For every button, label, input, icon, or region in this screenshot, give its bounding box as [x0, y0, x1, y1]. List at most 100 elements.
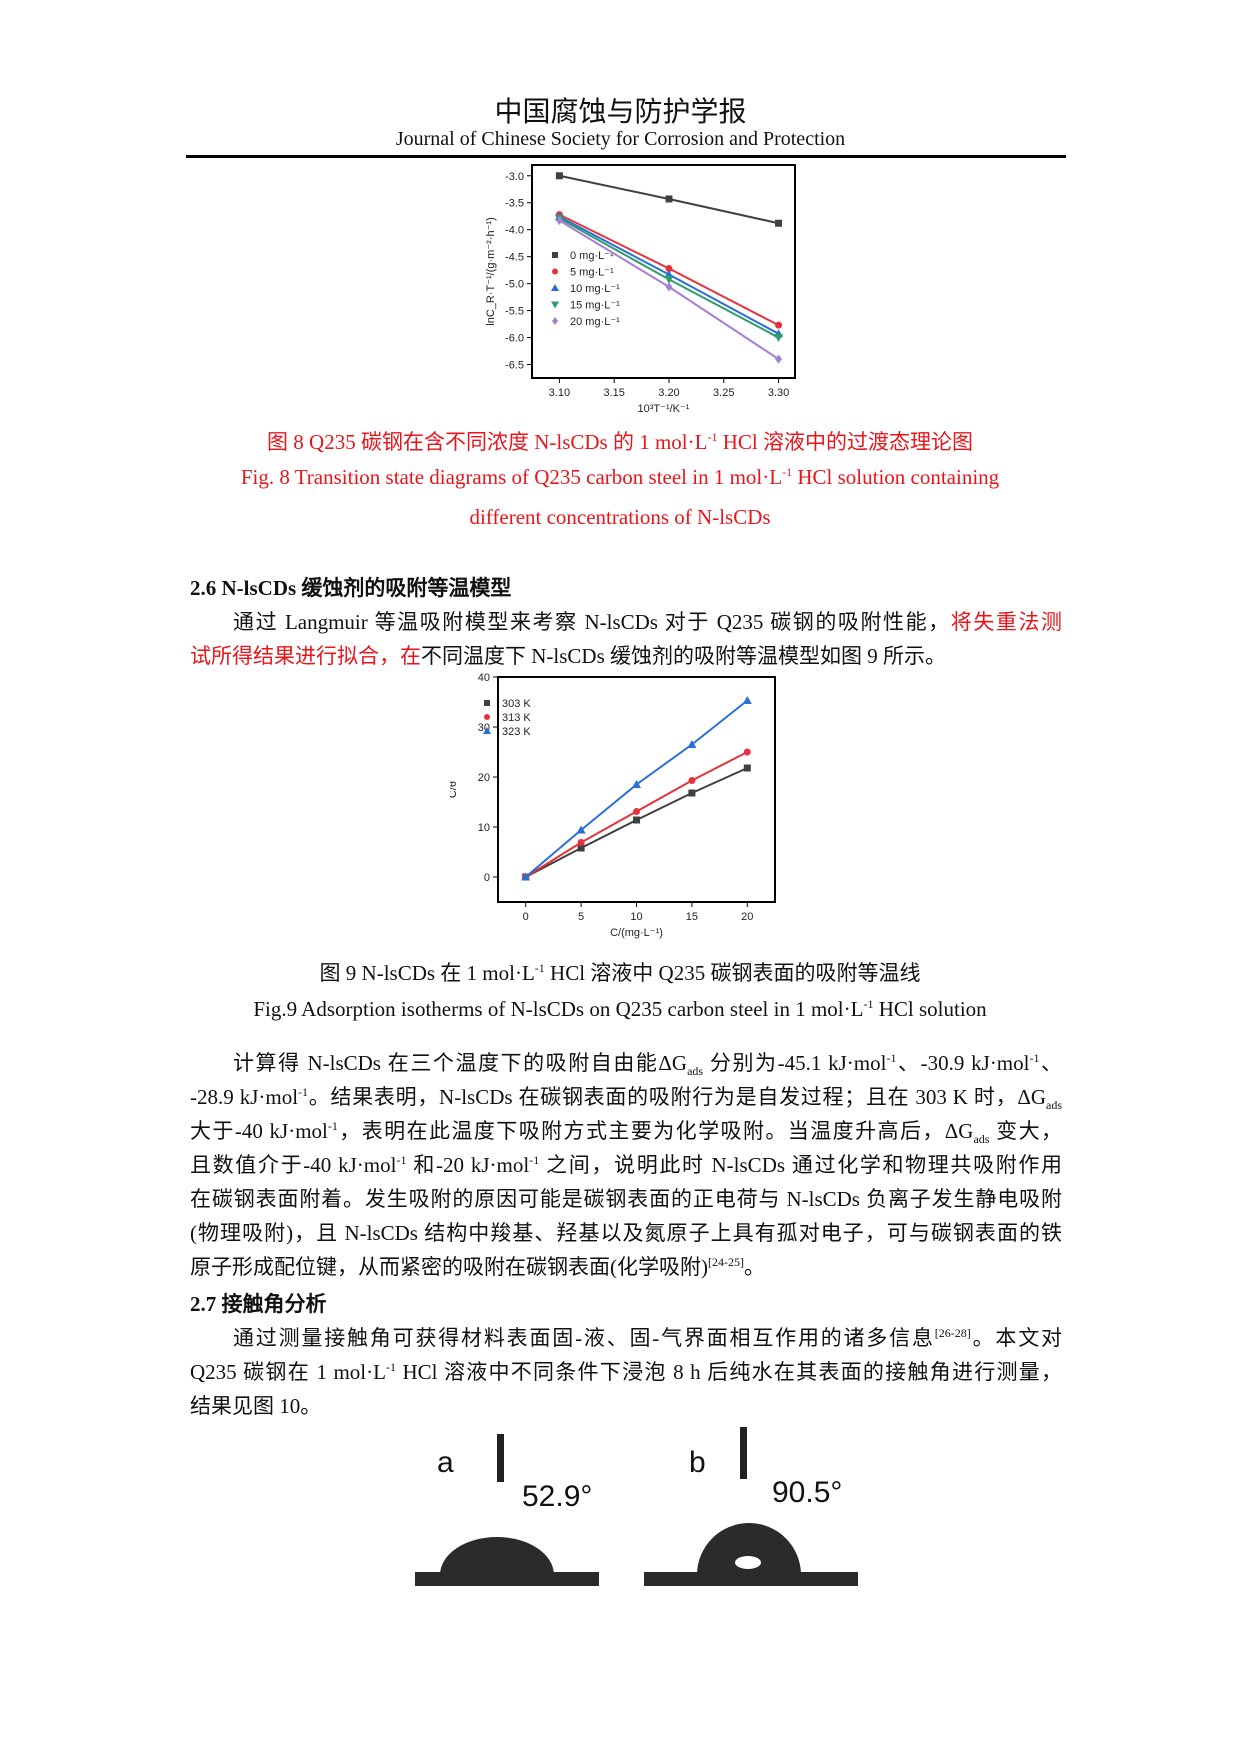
text-run: 图 8 Q235 碳钢在含不同浓度 N-lsCDs 的 1 mol·L: [267, 430, 708, 454]
text-run: ads: [687, 1064, 704, 1079]
needle-a: [497, 1434, 504, 1482]
paragraph-line: 且数值介于-40 kJ·mol-1 和-20 kJ·mol-1 之间，说明此时 …: [190, 1149, 1062, 1179]
panel-label-a: a: [437, 1446, 454, 1479]
y-tick-label: -3.0: [505, 171, 524, 183]
fig8-caption-en-2: different concentrations of N-lsCDs: [150, 505, 1090, 530]
text-run: Fig.9 Adsorption isotherms of N-lsCDs on…: [253, 997, 864, 1021]
paragraph-line: 原子形成配位键，从而紧密的吸附在碳钢表面(化学吸附)[24-25]。: [190, 1251, 1062, 1281]
y-tick-label: -4.0: [505, 225, 524, 237]
marker-triangle-down: [664, 275, 674, 284]
marker-circle: [552, 268, 558, 275]
fig8-caption-cn: 图 8 Q235 碳钢在含不同浓度 N-lsCDs 的 1 mol·L-1 HC…: [150, 426, 1090, 456]
text-run: 变大，: [989, 1119, 1062, 1143]
marker-triangle-down: [551, 301, 559, 309]
legend-label: 313 K: [502, 712, 531, 724]
text-run: 在碳钢表面附着。发生吸附的原因可能是碳钢表面的正电荷与 N-lsCDs 负离子发…: [190, 1187, 1062, 1211]
contact-angle-a: 52.9°: [522, 1480, 593, 1513]
legend-label: 10 mg·L⁻¹: [570, 283, 620, 295]
marker-triangle: [521, 872, 531, 881]
marker-square: [555, 172, 563, 180]
y-tick-label: -3.5: [505, 198, 524, 210]
text-run: HCl solution containing: [792, 465, 1000, 489]
text-run: [26-28]: [934, 1326, 971, 1340]
x-tick-label: 3.10: [549, 387, 570, 399]
y-tick-label: 0: [484, 872, 490, 884]
text-run: HCl 溶液中不同条件下浸泡 8 h 后纯水在其表面的接触角进行测量，: [395, 1360, 1062, 1384]
fig8-caption-en: Fig. 8 Transition state diagrams of Q235…: [150, 465, 1090, 490]
text-run: -1: [385, 1360, 396, 1374]
x-tick-label: 0: [523, 911, 529, 923]
needle-b: [740, 1427, 747, 1479]
marker-square: [633, 816, 640, 824]
text-run: 不同温度下 N-lsCDs 缓蚀剂的吸附等温模型如图 9 所示。: [421, 644, 947, 668]
text-run: 、-30.9 kJ·mol: [896, 1051, 1030, 1075]
text-run: different concentrations of N-lsCDs: [469, 505, 771, 529]
paragraph-line: 通过 Langmuir 等温吸附模型来考察 N-lsCDs 对于 Q235 碳钢…: [233, 606, 1062, 636]
x-tick-label: 3.15: [603, 387, 624, 399]
text-run: 将失重法测: [950, 610, 1063, 634]
y-tick-label: -5.5: [505, 306, 524, 318]
marker-square: [775, 219, 783, 227]
fig9-caption-en: Fig.9 Adsorption isotherms of N-lsCDs on…: [150, 997, 1090, 1022]
paragraph-line: 试所得结果进行拟合，在不同温度下 N-lsCDs 缓蚀剂的吸附等温模型如图 9 …: [190, 640, 1062, 670]
marker-triangle: [687, 740, 697, 748]
text-run: 原子形成配位键，从而紧密的吸附在碳钢表面(化学吸附): [190, 1255, 708, 1279]
journal-title-cn: 中国腐蚀与防护学报: [494, 97, 747, 128]
x-tick-label: 3.20: [658, 387, 679, 399]
paragraph-line: Q235 碳钢在 1 mol·L-1 HCl 溶液中不同条件下浸泡 8 h 后纯…: [190, 1356, 1062, 1386]
text-run: ，表明在此温度下吸附方式主要为化学吸附。当温度升高后，ΔG: [337, 1119, 974, 1143]
text-run: Fig. 8 Transition state diagrams of Q235…: [240, 465, 783, 489]
y-tick-label: -4.5: [505, 252, 524, 264]
marker-triangle: [742, 696, 752, 704]
text-run: -1: [327, 1119, 338, 1133]
text-run: Q235 碳钢在 1 mol·L: [190, 1360, 386, 1384]
marker-circle: [688, 777, 696, 784]
marker-square: [484, 700, 490, 706]
text-run: 且数值介于-40 kJ·mol: [190, 1153, 397, 1177]
marker-diamond: [552, 317, 558, 325]
text-run: [24-25]: [707, 1255, 744, 1269]
text-run: 结果见图 10。: [190, 1394, 322, 1418]
legend-label: 323 K: [502, 726, 531, 738]
marker-circle: [633, 808, 640, 815]
legend-label: 303 K: [502, 698, 531, 710]
paragraph-line: 在碳钢表面附着。发生吸附的原因可能是碳钢表面的正电荷与 N-lsCDs 负离子发…: [190, 1183, 1062, 1213]
text-run: -1: [534, 961, 545, 975]
y-tick-label: -6.5: [505, 360, 524, 372]
y-axis-label: C/θ: [450, 781, 459, 798]
water-drop-a: [440, 1537, 554, 1575]
section-heading-2-7: 2.7 接触角分析: [190, 1292, 327, 1316]
text-run: -1: [782, 465, 793, 479]
y-tick-label: 10: [478, 822, 490, 834]
marker-circle: [484, 714, 490, 720]
panel-label-b: b: [689, 1446, 706, 1479]
text-run: -1: [707, 430, 718, 444]
plot-frame: [531, 164, 796, 379]
x-tick-label: 3.30: [768, 387, 789, 399]
contact-angle-b: 90.5°: [772, 1476, 843, 1509]
text-run: HCl 溶液中 Q235 碳钢表面的吸附等温线: [544, 961, 921, 985]
paragraph-line: -28.9 kJ·mol-1。结果表明，N-lsCDs 在碳钢表面的吸附行为是自…: [190, 1081, 1062, 1113]
text-run: HCl solution: [873, 997, 987, 1021]
text-run: 大于-40 kJ·mol: [190, 1119, 328, 1143]
paragraph-line: 通过测量接触角可获得材料表面固-液、固-气界面相互作用的诸多信息[26-28]。…: [233, 1322, 1062, 1352]
substrate-a: [415, 1572, 599, 1586]
marker-triangle: [576, 825, 586, 834]
text-run: -1: [298, 1085, 309, 1099]
text-run: 通过测量接触角可获得材料表面固-液、固-气界面相互作用的诸多信息: [233, 1326, 935, 1350]
text-run: 图 9 N-lsCDs 在 1 mol·L: [319, 961, 535, 985]
paragraph-line: 计算得 N-lsCDs 在三个温度下的吸附自由能ΔGads 分别为-45.1 k…: [233, 1047, 1062, 1079]
fig8-chart: 3.10 3.15 3.20 3.25 3.30 -3.0 -3.5 -4.0 -4.5 -5.0…: [485, 164, 796, 415]
text-run: 分别为-45.1 kJ·mol: [703, 1051, 887, 1075]
marker-square: [665, 195, 673, 203]
text-run: (物理吸附)，且 N-lsCDs 结构中羧基、羟基以及氮原子上具有孤对电子，可与…: [190, 1221, 1062, 1245]
paragraph-line: (物理吸附)，且 N-lsCDs 结构中羧基、羟基以及氮原子上具有孤对电子，可与…: [190, 1217, 1062, 1247]
section-heading-2-6: 2.6 N-lsCDs 缓蚀剂的吸附等温模型: [190, 576, 512, 600]
text-run: ads: [973, 1132, 990, 1147]
marker-square: [577, 844, 585, 852]
fig9-caption-cn: 图 9 N-lsCDs 在 1 mol·L-1 HCl 溶液中 Q235 碳钢表…: [150, 957, 1090, 987]
marker-diamond: [665, 282, 673, 292]
x-tick-label: 15: [686, 911, 698, 923]
